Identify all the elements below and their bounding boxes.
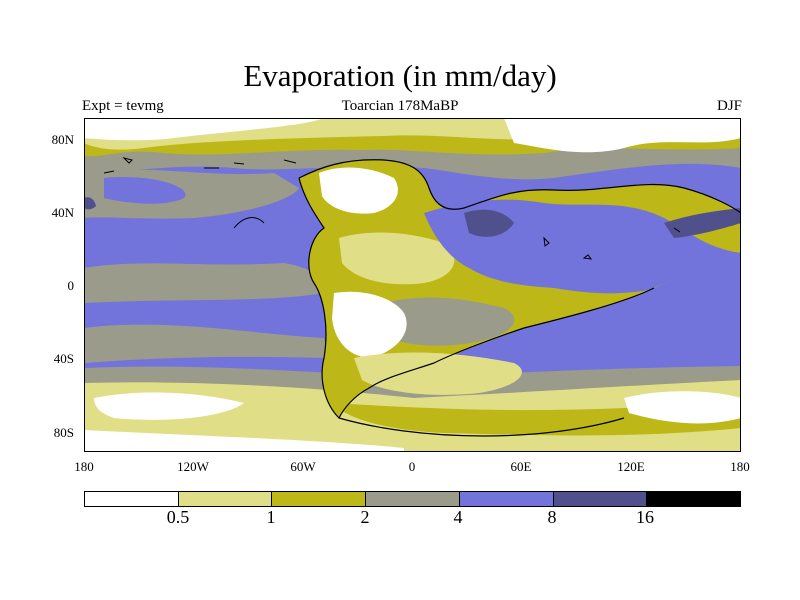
south-pacific-grey: [84, 324, 329, 363]
map-panel: [84, 118, 741, 452]
colorbar-label: 4: [453, 507, 463, 527]
y-tick-label: 80S: [53, 425, 74, 440]
colorbar-segment: [458, 492, 553, 506]
colorbar-segment: [271, 492, 366, 506]
colorbar-label: 1: [266, 507, 276, 527]
y-tick-label: 40S: [53, 351, 74, 366]
north-white-patch-2: [504, 118, 741, 153]
period-label: Toarcian 178MaBP: [341, 98, 459, 114]
x-tick-label: 60E: [510, 459, 532, 474]
experiment-label: Expt = tevmg: [82, 98, 164, 114]
island-coastlines: [103, 157, 681, 260]
x-tick-label: 120W: [177, 459, 209, 474]
evaporation-map: [84, 118, 741, 452]
y-tick-label: 40N: [51, 205, 74, 220]
map-border: [84, 118, 741, 452]
south-polar-white: [84, 430, 404, 452]
north-pacific-blue: [104, 177, 186, 204]
colorbar-segment: [646, 492, 741, 506]
colorbar-label: 8: [547, 507, 557, 527]
y-tick-label: 0: [67, 278, 75, 293]
colorbar-segment: [552, 492, 647, 506]
x-tick-label: 180: [730, 459, 750, 474]
north-white-patch: [84, 118, 324, 141]
pangaea-white-desert: [332, 291, 407, 358]
coastline: [298, 159, 741, 437]
x-tick-label: 180: [74, 459, 94, 474]
pangaea-white-interior: [339, 232, 455, 285]
east-dark-patch: [664, 208, 741, 238]
plot-title: Evaporation (in mm/day): [243, 58, 557, 93]
antarctic-white-2: [624, 391, 741, 424]
colorbar-label: 2: [360, 507, 370, 527]
x-tick-label: 120E: [617, 459, 645, 474]
colorbar-segment: [85, 492, 178, 506]
colorbar: [84, 491, 741, 507]
tethys-dark: [464, 209, 514, 237]
colorbar-label: 0.5: [166, 507, 190, 527]
x-tick-label: 0: [408, 459, 416, 474]
colorbar-segment: [365, 492, 459, 506]
colorbar-label: 16: [636, 507, 654, 527]
pangaea-light-south: [354, 352, 522, 395]
x-tick-label: 60W: [290, 459, 316, 474]
y-tick-label: 80N: [51, 132, 74, 147]
pangaea-white-north: [319, 167, 398, 214]
west-dark-patch: [84, 197, 96, 210]
season-label: DJF: [716, 98, 742, 114]
colorbar-segment: [177, 492, 272, 506]
antarctic-white-1: [94, 392, 244, 420]
equatorial-pacific-grey: [84, 263, 324, 303]
pangaea-grey-core: [377, 297, 515, 346]
